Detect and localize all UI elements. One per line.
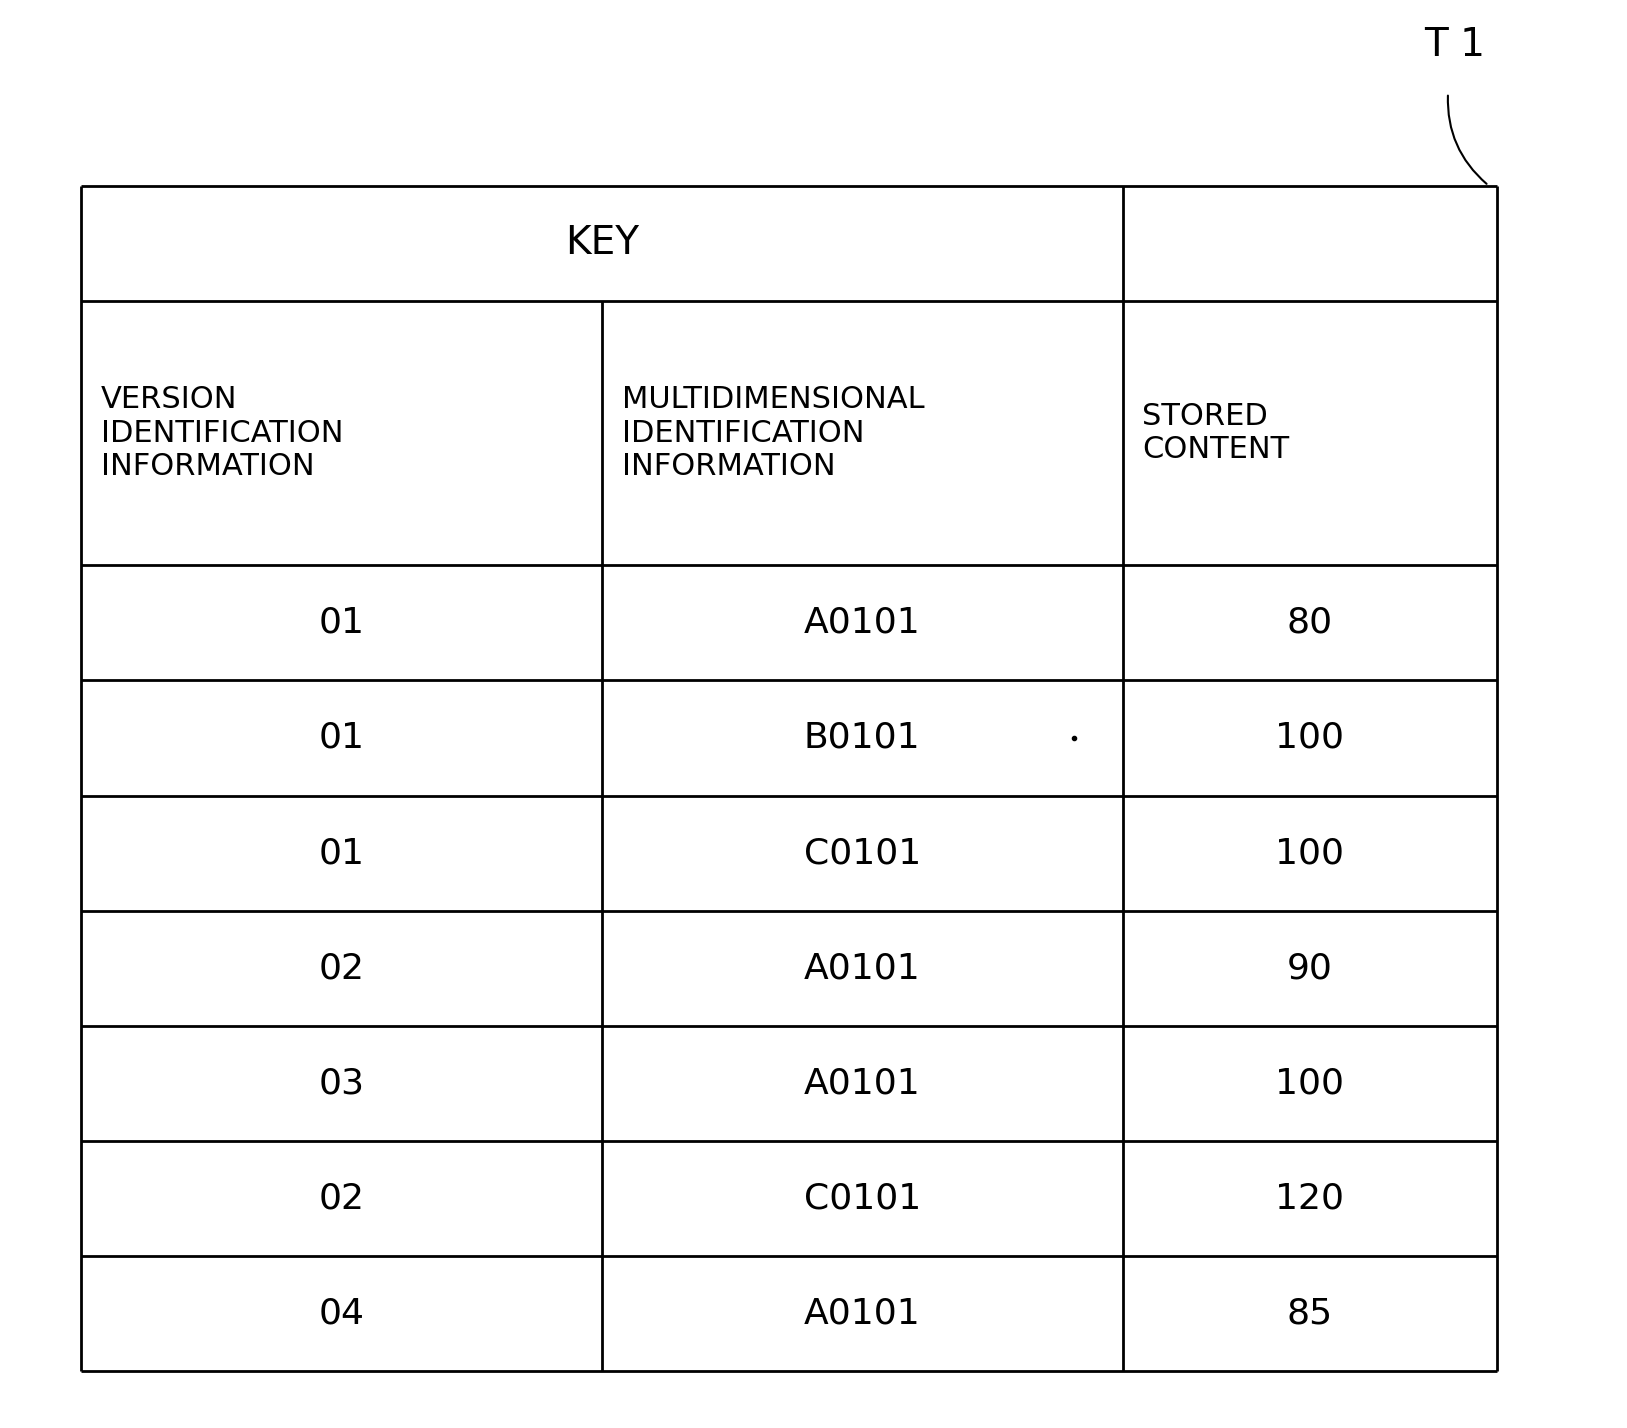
Text: 80: 80 bbox=[1287, 605, 1333, 640]
Text: 120: 120 bbox=[1276, 1181, 1344, 1215]
Text: 01: 01 bbox=[319, 605, 364, 640]
Text: 100: 100 bbox=[1276, 1067, 1344, 1100]
Text: 01: 01 bbox=[319, 721, 364, 755]
Text: C0101: C0101 bbox=[804, 835, 921, 870]
Text: 03: 03 bbox=[319, 1067, 364, 1100]
Text: MULTIDIMENSIONAL
IDENTIFICATION
INFORMATION: MULTIDIMENSIONAL IDENTIFICATION INFORMAT… bbox=[622, 386, 924, 481]
Text: A0101: A0101 bbox=[804, 951, 921, 985]
Text: 100: 100 bbox=[1276, 721, 1344, 755]
Text: VERSION
IDENTIFICATION
INFORMATION: VERSION IDENTIFICATION INFORMATION bbox=[101, 386, 343, 481]
Text: 02: 02 bbox=[319, 1181, 364, 1215]
Text: 04: 04 bbox=[319, 1297, 364, 1331]
Text: A0101: A0101 bbox=[804, 1067, 921, 1100]
Text: 02: 02 bbox=[319, 951, 364, 985]
Text: T 1: T 1 bbox=[1424, 26, 1484, 64]
Text: B0101: B0101 bbox=[804, 721, 921, 755]
Text: KEY: KEY bbox=[565, 224, 639, 263]
Text: A0101: A0101 bbox=[804, 1297, 921, 1331]
Text: 90: 90 bbox=[1287, 951, 1333, 985]
Text: A0101: A0101 bbox=[804, 605, 921, 640]
Text: STORED
CONTENT: STORED CONTENT bbox=[1142, 401, 1289, 464]
Text: 01: 01 bbox=[319, 835, 364, 870]
Text: 85: 85 bbox=[1287, 1297, 1333, 1331]
Text: C0101: C0101 bbox=[804, 1181, 921, 1215]
Text: 100: 100 bbox=[1276, 835, 1344, 870]
